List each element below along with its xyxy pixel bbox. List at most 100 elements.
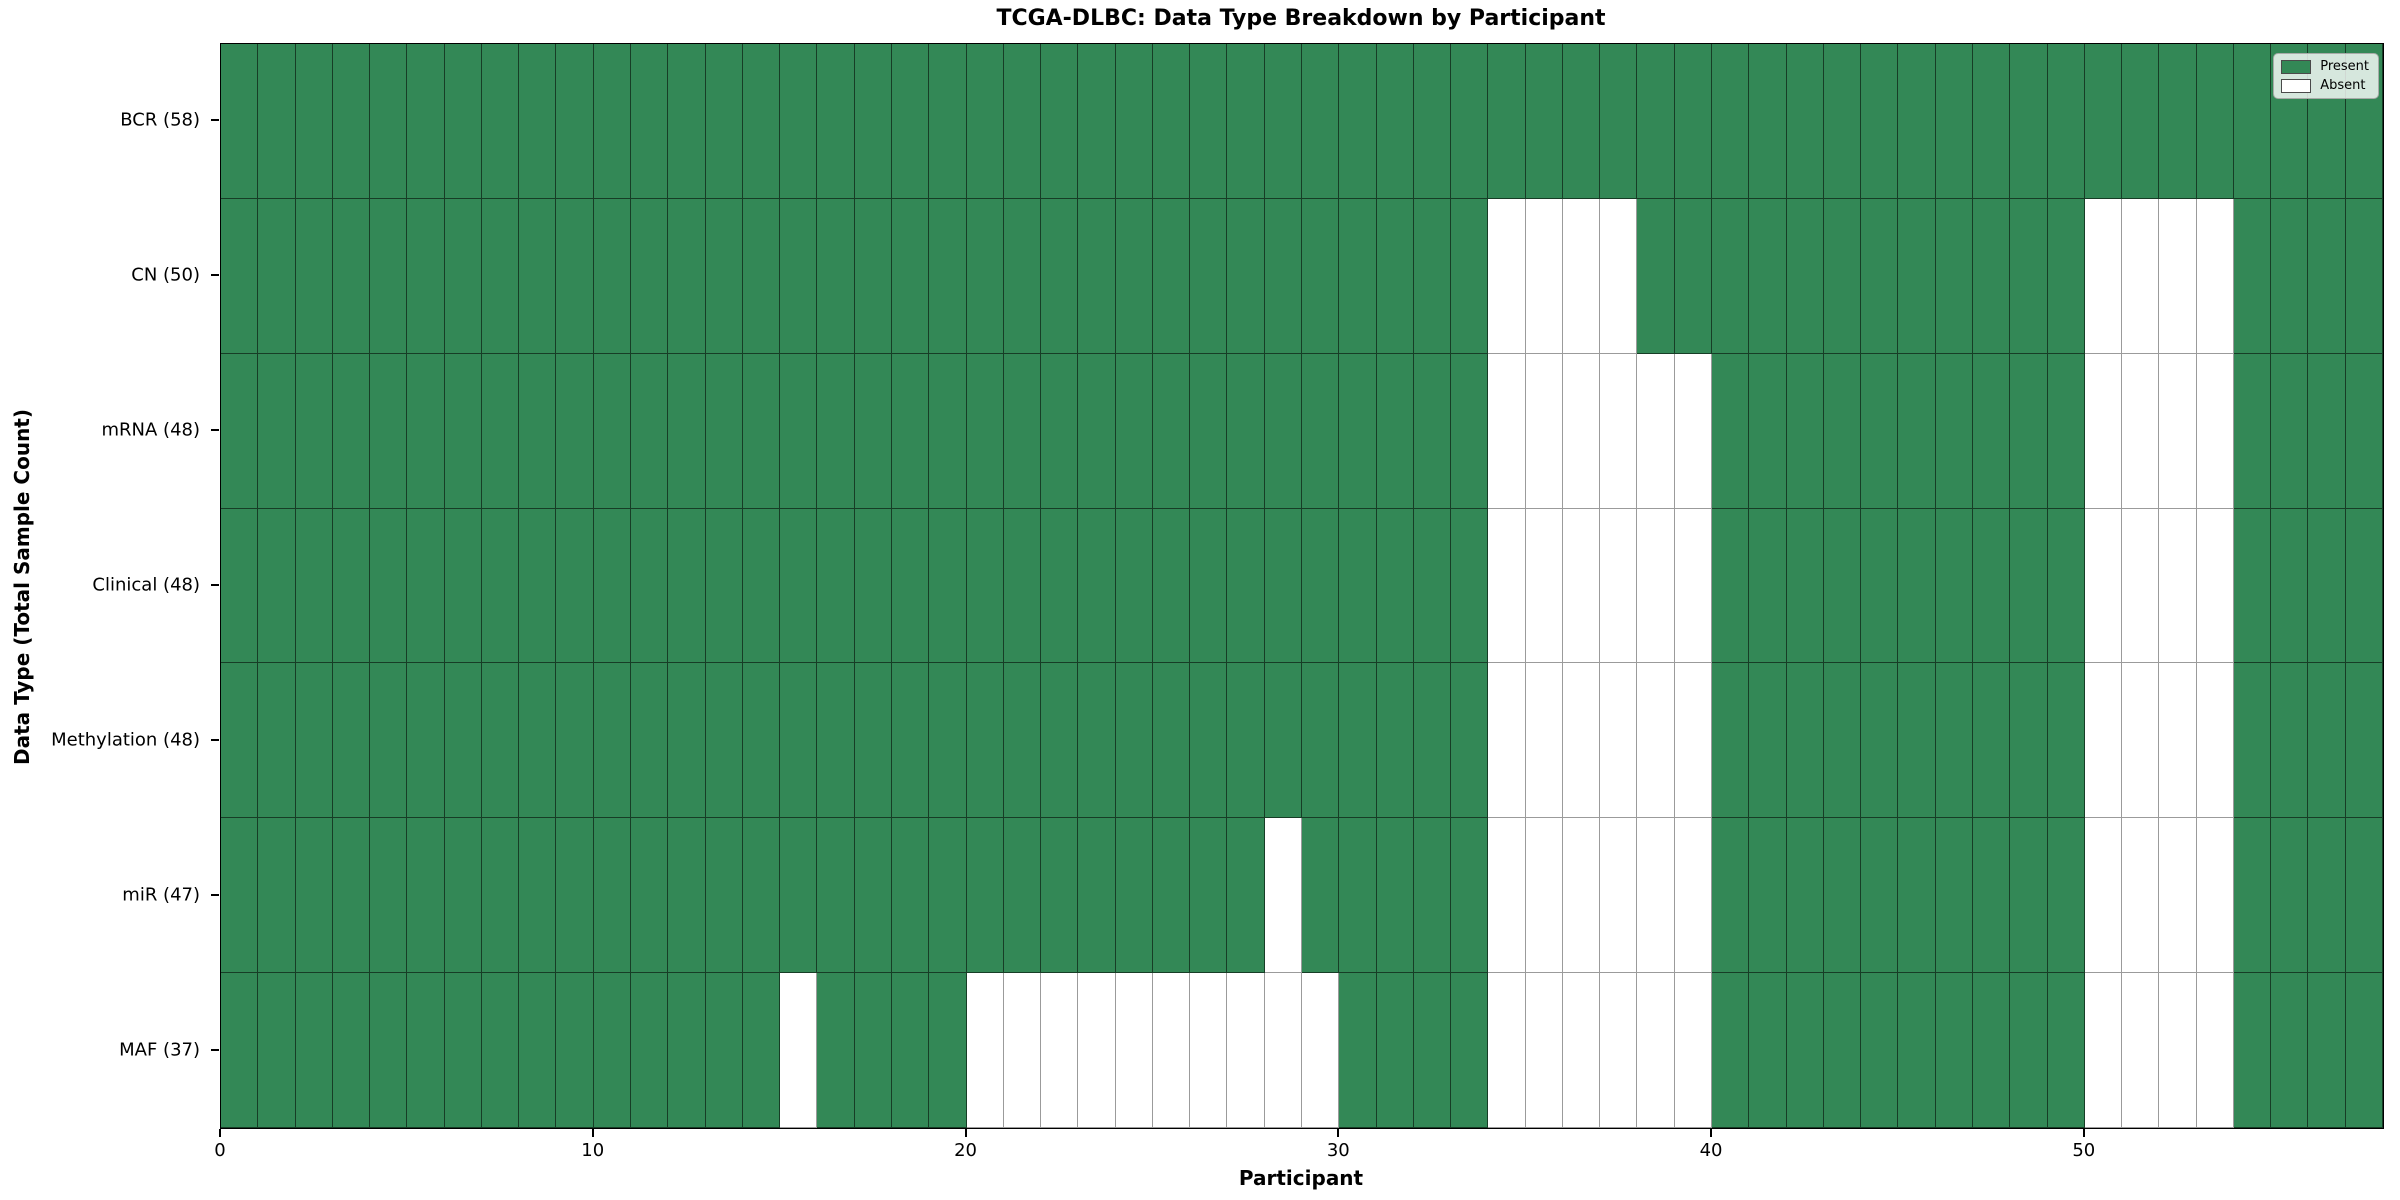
heatmap-cell: [705, 818, 743, 974]
heatmap-cell: [444, 508, 482, 664]
heatmap-cell: [1525, 198, 1563, 354]
heatmap-cell: [1451, 508, 1489, 664]
heatmap-cell: [1302, 818, 1340, 974]
heatmap-cell: [780, 663, 818, 819]
heatmap-cell: [1041, 508, 1079, 664]
heatmap-cell: [1152, 198, 1191, 354]
heatmap-cell: [407, 508, 445, 664]
heatmap-cell: [1935, 44, 1973, 199]
y-tick-mark: [211, 1048, 219, 1051]
heatmap-cell: [1600, 44, 1638, 199]
heatmap-cell: [1674, 198, 1713, 354]
heatmap-cell: [1786, 508, 1824, 664]
heatmap-cell: [519, 44, 557, 199]
heatmap-cell: [1749, 973, 1787, 1128]
heatmap-cell: [332, 508, 371, 664]
legend-entry: Absent: [2281, 78, 2369, 93]
heatmap-cell: [295, 44, 333, 199]
heatmap-cell: [1376, 44, 1414, 199]
heatmap-cell: [1413, 353, 1452, 509]
heatmap-cell: [1413, 508, 1452, 664]
heatmap-cell: [854, 818, 892, 974]
heatmap-cell: [705, 508, 743, 664]
heatmap-cell: [1525, 973, 1563, 1128]
heatmap-cell: [780, 198, 818, 354]
heatmap-cell: [1413, 818, 1452, 974]
heatmap-cell: [1637, 973, 1675, 1128]
heatmap-cell: [2122, 508, 2160, 664]
heatmap-cell: [556, 353, 594, 509]
heatmap-cell: [1637, 353, 1675, 509]
heatmap-cell: [631, 663, 669, 819]
heatmap-cell: [1972, 353, 2011, 509]
heatmap-cell: [370, 973, 408, 1128]
x-tick-label: 40: [1699, 1140, 1723, 1161]
heatmap-cell: [481, 508, 520, 664]
heatmap-cell: [1115, 818, 1153, 974]
heatmap-cell: [1823, 353, 1862, 509]
legend: Present Absent: [2273, 53, 2379, 99]
heatmap-cell: [1264, 353, 1302, 509]
heatmap-cell: [2271, 663, 2309, 819]
heatmap-cell: [2196, 198, 2234, 354]
heatmap-cell: [1823, 818, 1862, 974]
legend-label: Present: [2320, 59, 2369, 74]
heatmap-cell: [519, 353, 557, 509]
heatmap-cell: [891, 818, 930, 974]
y-tick-label: miR (47): [122, 884, 200, 906]
heatmap-cell: [1190, 44, 1228, 199]
heatmap-cell: [742, 973, 781, 1128]
heatmap-cell: [1600, 818, 1638, 974]
heatmap-cell: [966, 818, 1004, 974]
heatmap-cell: [1637, 508, 1675, 664]
heatmap-cell: [332, 663, 371, 819]
y-tick-label: Clinical (48): [92, 574, 200, 596]
heatmap-cell: [780, 44, 818, 199]
heatmap-cell: [1674, 353, 1713, 509]
heatmap-cell: [1003, 353, 1042, 509]
heatmap-cell: [481, 663, 520, 819]
heatmap-cell: [1376, 818, 1414, 974]
heatmap-cell: [2047, 508, 2085, 664]
heatmap-cell: [2010, 198, 2048, 354]
x-tick-label: 20: [954, 1140, 977, 1161]
heatmap-cell: [1264, 973, 1302, 1128]
heatmap-cell: [1562, 818, 1601, 974]
heatmap-cell: [1712, 818, 1750, 974]
heatmap-cell: [1488, 818, 1526, 974]
y-tick-label: mRNA (48): [101, 419, 201, 441]
heatmap-cell: [742, 663, 781, 819]
heatmap-cell: [668, 973, 706, 1128]
heatmap-cell: [1972, 663, 2011, 819]
heatmap-cell: [2010, 508, 2048, 664]
heatmap-cell: [631, 508, 669, 664]
heatmap-cell: [519, 818, 557, 974]
heatmap-cell: [1600, 198, 1638, 354]
heatmap-cell: [332, 353, 371, 509]
heatmap-cell: [705, 353, 743, 509]
heatmap-cell: [2159, 508, 2197, 664]
heatmap-cell: [593, 663, 632, 819]
heatmap-cell: [258, 508, 296, 664]
heatmap-cell: [668, 198, 706, 354]
heatmap-cell: [1451, 973, 1489, 1128]
heatmap-cell: [966, 508, 1004, 664]
heatmap-cell: [332, 198, 371, 354]
heatmap-cell: [742, 353, 781, 509]
x-tick-label: 30: [1326, 1140, 1350, 1161]
heatmap-cell: [407, 44, 445, 199]
heatmap-cell: [221, 353, 259, 509]
heatmap-cell: [1227, 353, 1265, 509]
heatmap-cell: [1227, 44, 1265, 199]
heatmap-cell: [2271, 818, 2309, 974]
heatmap-cell: [1413, 44, 1452, 199]
heatmap-cell: [1227, 973, 1265, 1128]
heatmap-cell-grid: [221, 44, 2383, 1128]
heatmap-cell: [444, 973, 482, 1128]
heatmap-cell: [1041, 818, 1079, 974]
heatmap-cell: [2010, 818, 2048, 974]
heatmap-cell: [854, 44, 892, 199]
heatmap-cell: [1861, 198, 1899, 354]
heatmap-cell: [1935, 508, 1973, 664]
